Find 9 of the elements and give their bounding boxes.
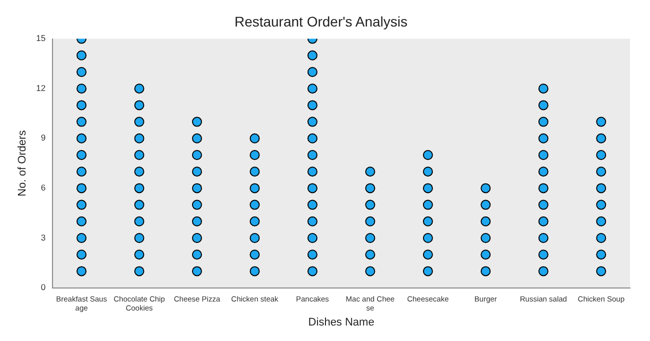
y-tick-label: 12 <box>36 82 46 93</box>
chart-title: Restaurant Order's Analysis <box>234 13 408 30</box>
y-tick-label: 9 <box>40 132 46 143</box>
y-tick-label: 15 <box>36 33 46 44</box>
y-tick-label: 6 <box>40 182 46 193</box>
y-axis-title: No. of Orders <box>16 130 29 196</box>
y-tick-label: 3 <box>40 232 46 242</box>
y-tick-label: 0 <box>40 282 46 292</box>
x-axis-title: Dishes Name <box>308 316 374 328</box>
